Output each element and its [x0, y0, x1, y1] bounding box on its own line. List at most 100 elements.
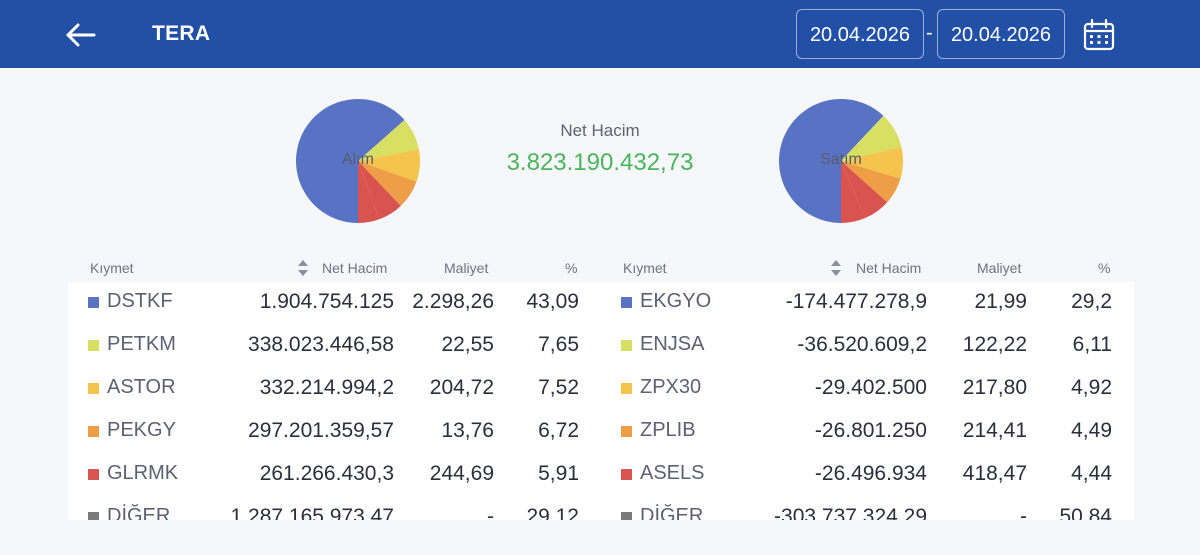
symbol-name: DİĞER	[640, 505, 704, 520]
net-volume-cell: -26.496.934	[814, 462, 927, 485]
net-volume-cell: -29.402.500	[814, 376, 927, 399]
net-volume-cell: 338.023.446,58	[248, 333, 394, 356]
legend-swatch	[621, 383, 632, 394]
pie-slice	[841, 161, 901, 203]
cost-cell: 418,47	[962, 462, 1027, 485]
cost-cell: 204,72	[429, 376, 494, 399]
page-title: TERA	[152, 22, 211, 45]
sort-icon[interactable]	[297, 258, 309, 278]
cost-cell: -	[487, 505, 494, 520]
percent-cell: 7,52	[538, 376, 579, 399]
pie-slice	[358, 161, 401, 220]
calendar-icon[interactable]	[1082, 18, 1116, 52]
col-pct-sell: %	[1098, 260, 1111, 276]
legend-swatch	[621, 297, 632, 308]
percent-cell: 4,49	[1071, 419, 1112, 442]
symbol-name: ASTOR	[107, 376, 176, 398]
legend-swatch	[88, 426, 99, 437]
legend-swatch	[88, 469, 99, 480]
legend-swatch	[88, 340, 99, 351]
buy-pie-chart	[295, 99, 420, 223]
pie-slice	[358, 161, 417, 206]
net-volume-cell: 332.214.994,2	[259, 376, 394, 399]
sell-pie-chart	[779, 98, 903, 223]
percent-cell: 4,92	[1071, 376, 1112, 399]
symbol-name: ZPX30	[640, 376, 702, 398]
legend-swatch	[621, 340, 632, 351]
net-volume-cell: 297.201.359,57	[248, 419, 394, 442]
table-row[interactable]: DSTKF 1.904.754.125 2.298,26 43,09	[68, 282, 1134, 325]
col-pct-buy: %	[565, 260, 578, 276]
table-row[interactable]: GLRMK 261.266.430,3 244,69 5,91	[68, 454, 1134, 497]
table-row[interactable]: ZPX30 -29.402.500 217,80 4,92	[68, 368, 1134, 411]
col-kiymet-sell: Kıymet	[623, 260, 667, 276]
holdings-table: DSTKF 1.904.754.125 2.298,26 43,09 PETKM 338.…	[68, 282, 1134, 520]
net-volume-cell: -36.520.609,2	[797, 333, 927, 356]
table-row[interactable]: ENJSA -36.520.609,2 122,22 6,11	[68, 325, 1134, 368]
cost-cell: 22,55	[441, 333, 494, 356]
percent-cell: 4,44	[1071, 462, 1112, 485]
percent-cell: 29,12	[526, 505, 579, 520]
cost-cell: 214,41	[962, 419, 1027, 442]
table-row[interactable]: DİĞER 1.287.165.973,47 - 29,12	[68, 497, 1134, 520]
pie-slice	[841, 161, 866, 223]
cost-cell: 21,99	[974, 290, 1027, 313]
cost-cell: 217,80	[962, 376, 1027, 399]
start-date-field[interactable]: 20.04.2026	[796, 9, 924, 59]
col-kiymet-buy: Kıymet	[90, 260, 134, 276]
buy-pie-label: Alım	[342, 151, 374, 168]
net-volume-cell: 1.287.165.973,47	[230, 505, 395, 520]
legend-swatch	[88, 512, 99, 520]
symbol-name: PETKM	[107, 333, 176, 355]
table-row[interactable]: PEKGY 297.201.359,57 13,76 6,72	[68, 411, 1134, 454]
table-row[interactable]: ZPLIB -26.801.250 214,41 4,49	[68, 411, 1134, 454]
pie-slice	[358, 119, 419, 161]
sell-pie-label: Satım	[820, 151, 862, 168]
legend-swatch	[621, 512, 632, 520]
symbol-name: DSTKF	[107, 290, 173, 312]
end-date-field[interactable]: 20.04.2026	[937, 9, 1065, 59]
symbol-name: ENJSA	[640, 333, 705, 355]
symbol-name: PEKGY	[107, 419, 176, 441]
table-row[interactable]: ASELS -26.496.934 418,47 4,44	[68, 454, 1134, 497]
percent-cell: 6,11	[1072, 333, 1112, 356]
pie-slice	[841, 115, 902, 161]
percent-cell: 50,84	[1059, 505, 1112, 520]
pie-slice	[295, 99, 405, 223]
symbol-name: EKGYO	[640, 290, 712, 312]
legend-swatch	[88, 297, 99, 308]
app-header: TERA 20.04.2026 - 20.04.2026	[0, 0, 1200, 68]
col-net-hacim-buy[interactable]: Net Hacim	[322, 260, 388, 276]
col-maliyet-buy: Maliyet	[444, 260, 489, 276]
table-row[interactable]: DİĞER -303.737.324,29 - 50,84	[68, 497, 1134, 520]
net-volume-cell: -174.477.278,9	[785, 290, 927, 313]
net-volume-title: Net Hacim	[560, 121, 640, 140]
net-volume-cell: 261.266.430,3	[259, 462, 394, 485]
table-row[interactable]: PETKM 338.023.446,58 22,55 7,65	[68, 325, 1134, 368]
percent-cell: 5,91	[538, 462, 579, 485]
table-row[interactable]: ASTOR 332.214.994,2 204,72 7,52	[68, 368, 1134, 411]
sort-icon[interactable]	[830, 258, 842, 278]
pie-slice	[358, 161, 380, 223]
pie-slice	[358, 149, 420, 182]
cost-cell: -	[1020, 505, 1027, 520]
table-row[interactable]: EKGYO -174.477.278,9 21,99 29,2	[68, 282, 1134, 325]
percent-cell: 43,09	[526, 290, 579, 313]
date-separator: -	[926, 22, 933, 44]
net-volume-cell: -303.737.324,29	[774, 505, 927, 520]
col-maliyet-sell: Maliyet	[977, 260, 1022, 276]
pie-slice	[841, 161, 888, 219]
col-net-hacim-sell[interactable]: Net Hacim	[856, 260, 922, 276]
cost-cell: 13,76	[441, 419, 494, 442]
legend-swatch	[621, 469, 632, 480]
cost-cell: 244,69	[429, 462, 494, 485]
legend-swatch	[88, 383, 99, 394]
percent-cell: 7,65	[538, 333, 579, 356]
cost-cell: 2.298,26	[412, 290, 494, 313]
symbol-name: DİĞER	[107, 505, 171, 520]
percent-cell: 6,72	[538, 419, 579, 442]
net-volume-cell: 1.904.754.125	[259, 290, 394, 313]
legend-swatch	[621, 426, 632, 437]
pie-slice	[841, 147, 903, 179]
back-arrow-icon[interactable]	[62, 17, 98, 53]
